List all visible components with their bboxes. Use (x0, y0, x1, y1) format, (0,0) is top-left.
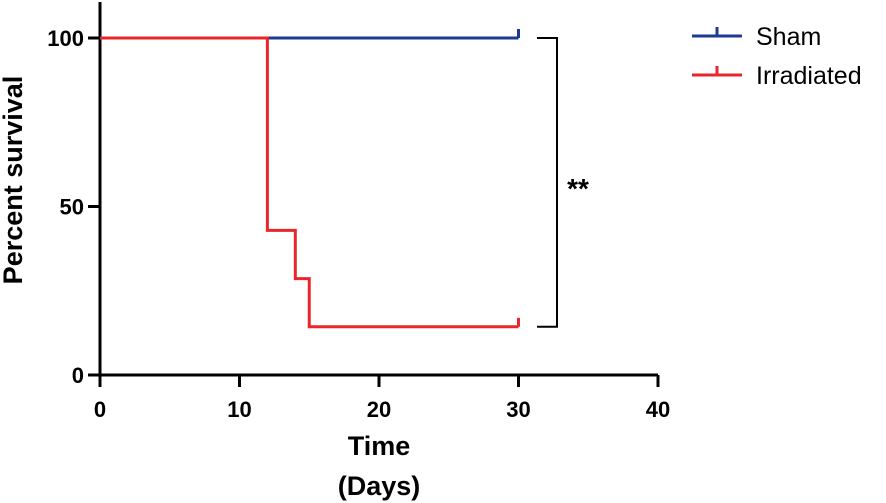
x-tick-label: 40 (646, 397, 670, 422)
series-layer (100, 29, 520, 329)
x-axis-title-line: Time (348, 431, 411, 461)
x-tick-label: 30 (506, 397, 530, 422)
x-axis-title-line: (Days) (338, 471, 421, 501)
y-tick-label: 50 (60, 195, 84, 220)
x-tick-label: 0 (94, 397, 106, 422)
legend: Sham Irradiated (692, 23, 862, 90)
series-line-irradiated (100, 36, 519, 329)
y-tick-label: 100 (47, 26, 84, 51)
x-tick-label: 10 (227, 397, 251, 422)
legend-label-irradiated: Irradiated (756, 62, 862, 90)
x-tick-label: 20 (367, 397, 391, 422)
y-axis-title: Percent survival (0, 76, 28, 285)
significance-bracket (537, 37, 558, 328)
significance-annotation: ** (537, 37, 589, 328)
y-tick-label: 0 (72, 363, 84, 388)
legend-label-sham: Sham (756, 23, 821, 51)
axes: 0 50 100 0 10 20 30 40 Time (Days) Percent surviva… (0, 2, 670, 501)
significance-label: ** (567, 173, 589, 204)
